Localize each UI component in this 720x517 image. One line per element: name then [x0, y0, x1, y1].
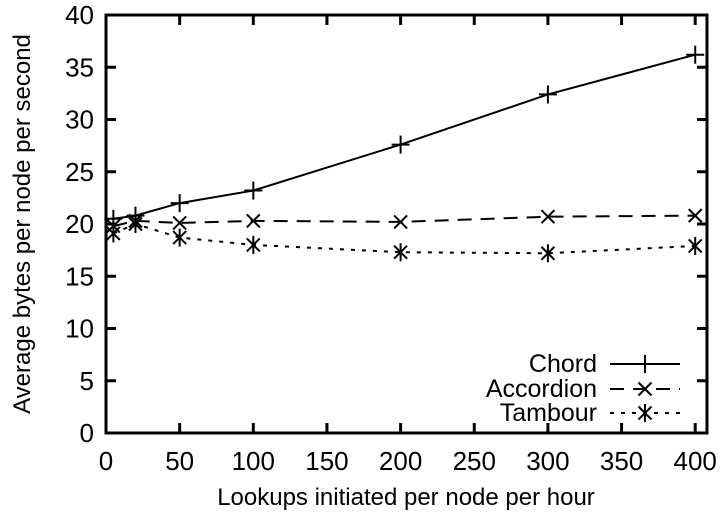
series-tambour-marker — [106, 226, 121, 241]
y-tick-label: 35 — [65, 52, 94, 82]
x-tick-label: 200 — [379, 446, 422, 476]
series-accordion-marker — [540, 209, 556, 224]
series-tambour-marker — [246, 237, 261, 253]
series-accordion-marker — [688, 208, 703, 223]
x-tick-label: 100 — [232, 446, 275, 476]
series-tambour-marker — [688, 238, 703, 254]
plot-border — [104, 13, 709, 435]
y-tick-label: 5 — [80, 366, 94, 396]
x-tick-label: 0 — [99, 446, 113, 476]
series-tambour-marker — [172, 230, 187, 245]
legend-label-chord: Chord — [529, 350, 597, 378]
legend-label-tambour: Tambour — [500, 399, 597, 427]
series-tambour-marker — [540, 246, 556, 261]
y-tick-label: 40 — [65, 0, 94, 30]
x-tick-label: 150 — [305, 446, 348, 476]
y-tick-label: 0 — [80, 418, 94, 448]
series-accordion-marker — [393, 214, 408, 230]
series-accordion-marker — [172, 215, 187, 231]
y-tick-label: 20 — [65, 209, 94, 239]
legend-marker-accordion — [637, 381, 653, 397]
legend: Chord Accordion Tambour — [486, 350, 597, 427]
y-axis-label: Average bytes per node per second — [9, 34, 36, 414]
y-tick-label: 25 — [65, 157, 94, 187]
x-tick-label: 250 — [453, 446, 496, 476]
x-tick-label: 300 — [526, 446, 569, 476]
x-tick-label: 50 — [165, 446, 194, 476]
x-axis-label: Lookups initiated per node per hour — [217, 484, 595, 511]
x-tick-label: 400 — [674, 446, 717, 476]
y-tick-label: 10 — [65, 314, 94, 344]
legend-label-accordion: Accordion — [486, 375, 597, 403]
y-tick-label: 30 — [65, 105, 94, 135]
series-tambour-marker — [128, 216, 143, 232]
x-tick-label: 350 — [600, 446, 643, 476]
plot-area: 0 50 100 150 200 250 300 350 400 0 5 10 15 20 25 30 35 40 — [65, 0, 717, 476]
series-accordion-marker — [246, 213, 261, 229]
series-tambour-marker — [393, 245, 408, 260]
legend-marker-tambour — [637, 405, 653, 421]
series-chord-line — [113, 53, 696, 220]
y-tick-label: 15 — [65, 261, 94, 291]
